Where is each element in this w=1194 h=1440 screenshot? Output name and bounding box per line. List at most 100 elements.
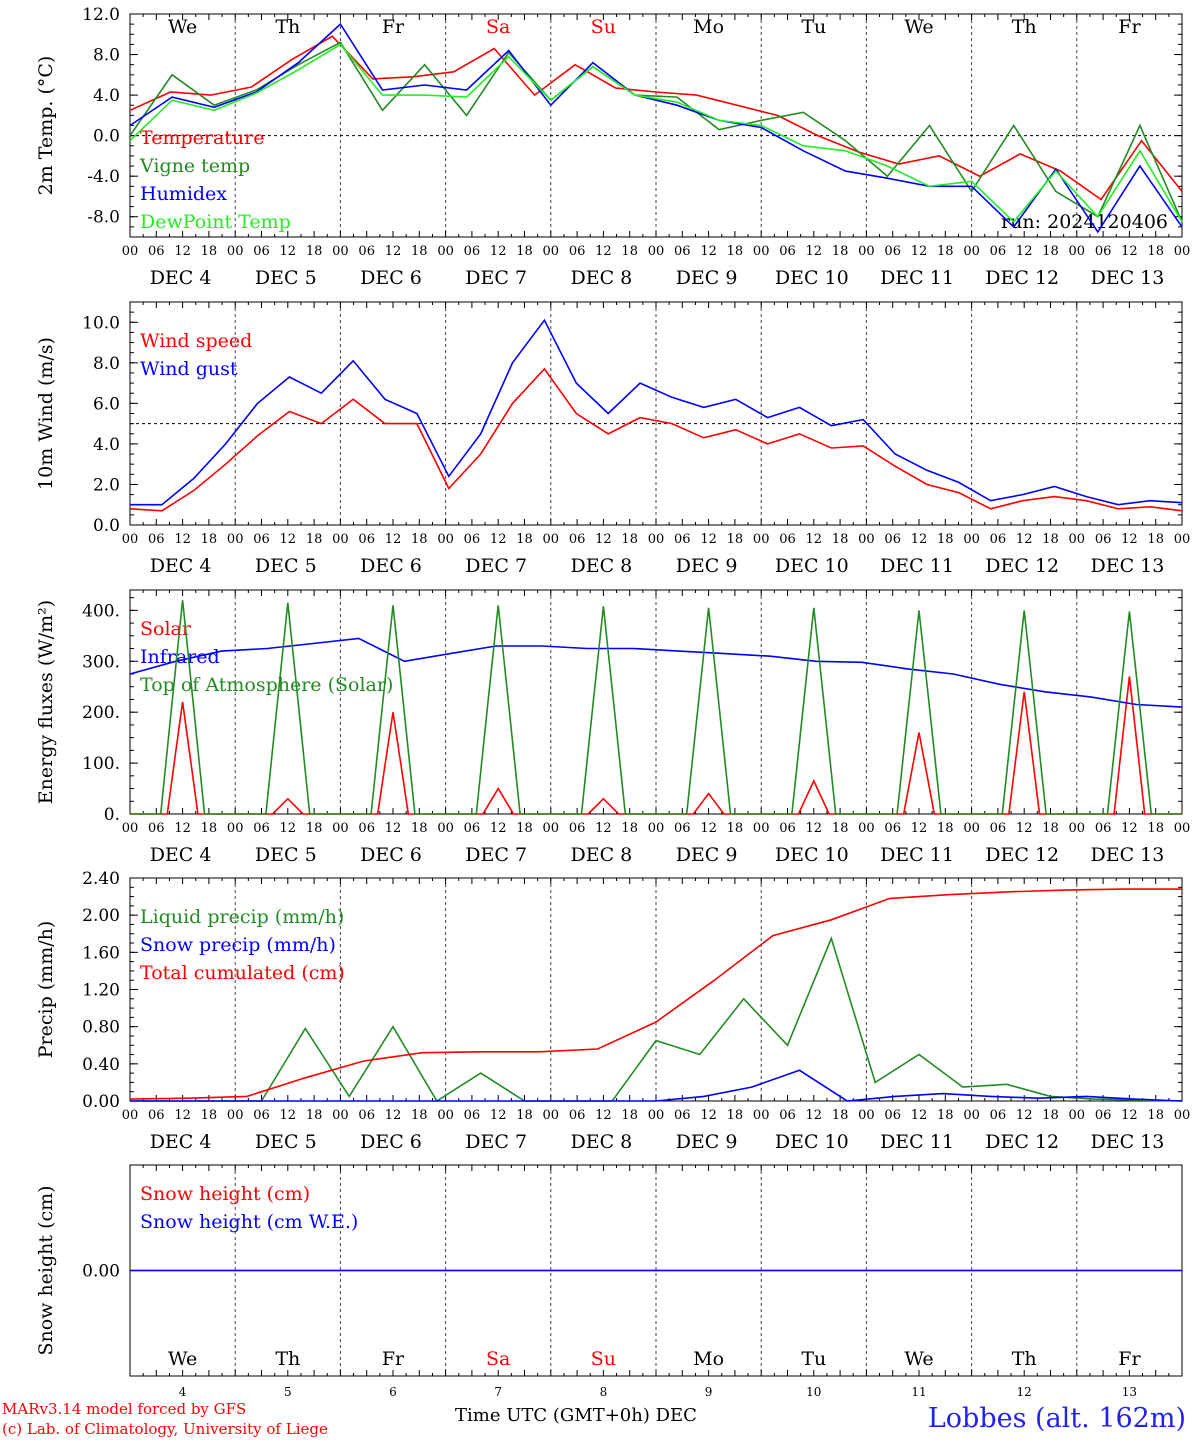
- date-label: DEC 11: [880, 1131, 954, 1153]
- hour-tick-label: 00: [1069, 532, 1086, 547]
- hour-tick-label: 12: [911, 532, 928, 547]
- hour-tick-label: 00: [1069, 821, 1086, 836]
- date-label: DEC 9: [676, 267, 738, 289]
- hour-tick-label: 18: [1147, 244, 1164, 259]
- y-tick-label: 10.0: [82, 313, 120, 333]
- hour-tick-label: 06: [569, 244, 586, 259]
- date-label: DEC 4: [150, 555, 212, 577]
- panel-5: 0.00 Snow height (cm) We Th Fr Sa Su Mo Tu We Th Fr…: [35, 1164, 1183, 1399]
- legend-entry: Liquid precip (mm/h): [140, 906, 344, 928]
- series-line-temperature: [129, 35, 1183, 201]
- hour-tick-label: 00: [753, 821, 770, 836]
- hour-tick-label: 12: [806, 532, 823, 547]
- weekday-label: We: [904, 1348, 933, 1370]
- hour-tick-label: 18: [937, 1108, 954, 1123]
- y-tick-label: 0.0: [93, 127, 120, 147]
- hour-tick-label: 06: [674, 821, 691, 836]
- hour-tick-label: 12: [174, 821, 191, 836]
- hour-tick-label: 06: [884, 1108, 901, 1123]
- hour-tick-label: 00: [753, 244, 770, 259]
- run-label: run: 2024120406: [1001, 211, 1168, 233]
- hour-tick-label: 12: [1121, 532, 1138, 547]
- hour-tick-label: 18: [832, 244, 849, 259]
- y-tick-label: 200.: [82, 703, 120, 723]
- hour-tick-label: 06: [674, 532, 691, 547]
- hour-tick-label: 06: [990, 821, 1007, 836]
- weekday-label: Su: [591, 16, 616, 38]
- weekday-label: Fr: [382, 16, 405, 38]
- hour-tick-label: 18: [516, 821, 533, 836]
- hour-tick-label: 00: [753, 532, 770, 547]
- series-line-dewpoint-temp: [129, 43, 1183, 223]
- date-number: 7: [494, 1385, 502, 1399]
- hour-tick-label: 06: [358, 1108, 375, 1123]
- date-label: DEC 6: [360, 267, 422, 289]
- hour-tick-label: 12: [280, 244, 297, 259]
- weekday-label: Fr: [382, 1348, 405, 1370]
- hour-tick-label: 18: [306, 1108, 323, 1123]
- hour-tick-label: 18: [516, 244, 533, 259]
- hour-tick-label: 00: [227, 821, 244, 836]
- date-number: 10: [806, 1385, 821, 1399]
- hour-tick-label: 00: [332, 244, 349, 259]
- hour-tick-label: 00: [122, 1108, 139, 1123]
- hour-tick-label: 06: [464, 532, 481, 547]
- y-tick-label: 4.0: [93, 435, 120, 455]
- hour-tick-label: 06: [1095, 532, 1112, 547]
- date-label: DEC 13: [1090, 555, 1164, 577]
- hour-tick-label: 12: [595, 1108, 612, 1123]
- series-line-total-cumulated-cm-: [129, 888, 1182, 1100]
- hour-tick-label: 12: [595, 821, 612, 836]
- hour-tick-label: 06: [674, 1108, 691, 1123]
- date-label: DEC 13: [1090, 267, 1164, 289]
- hour-tick-label: 00: [122, 244, 139, 259]
- hour-tick-label: 12: [806, 821, 823, 836]
- hour-tick-label: 06: [1095, 244, 1112, 259]
- hour-tick-label: 06: [358, 821, 375, 836]
- weekday-label: Sa: [486, 1348, 510, 1370]
- hour-tick-label: 06: [253, 821, 270, 836]
- hour-tick-label: 00: [1174, 821, 1191, 836]
- hour-tick-label: 06: [884, 532, 901, 547]
- station-label: Lobbes (alt. 162m): [927, 1403, 1186, 1434]
- hour-tick-label: 06: [884, 821, 901, 836]
- hour-tick-label: 06: [569, 532, 586, 547]
- panel-3: 400. 300. 200. 100. 0. Energy fluxes (W/m²) 00…: [35, 589, 1191, 866]
- hour-tick-label: 00: [858, 1108, 875, 1123]
- hour-tick-label: 18: [832, 821, 849, 836]
- weekday-label: We: [168, 16, 197, 38]
- hour-tick-label: 06: [358, 532, 375, 547]
- date-label: DEC 13: [1090, 844, 1164, 866]
- hour-tick-label: 18: [727, 532, 744, 547]
- hour-tick-label: 12: [700, 821, 717, 836]
- hour-tick-label: 06: [148, 244, 165, 259]
- y-tick-label: 8.0: [93, 46, 120, 66]
- date-label: DEC 5: [255, 1131, 317, 1153]
- y-tick-label: 0.40: [82, 1055, 120, 1075]
- series-line-top-of-atmosphere-solar-: [130, 600, 1182, 815]
- date-label: DEC 8: [571, 1131, 633, 1153]
- hour-tick-label: 12: [595, 244, 612, 259]
- hour-tick-label: 18: [621, 821, 638, 836]
- date-label: DEC 13: [1090, 1131, 1164, 1153]
- weekday-label: Th: [1012, 1348, 1037, 1370]
- date-label: DEC 12: [985, 555, 1059, 577]
- hour-tick-label: 18: [201, 532, 218, 547]
- hour-tick-label: 06: [990, 532, 1007, 547]
- date-label: DEC 7: [465, 267, 527, 289]
- hour-tick-label: 18: [937, 244, 954, 259]
- plot-frame: [129, 589, 1183, 815]
- date-label: DEC 10: [775, 555, 849, 577]
- hour-tick-label: 00: [858, 532, 875, 547]
- hour-tick-label: 06: [569, 821, 586, 836]
- y-tick-label: -8.0: [87, 208, 120, 228]
- date-label: DEC 7: [465, 1131, 527, 1153]
- hour-tick-label: 00: [648, 1108, 665, 1123]
- hour-tick-label: 18: [937, 821, 954, 836]
- model-label: MARv3.14 model forced by GFS: [2, 1400, 247, 1418]
- weekday-label: We: [168, 1348, 197, 1370]
- hour-tick-label: 18: [621, 532, 638, 547]
- hour-tick-label: 06: [990, 1108, 1007, 1123]
- legend-entry: Wind gust: [140, 358, 238, 380]
- date-label: DEC 6: [360, 844, 422, 866]
